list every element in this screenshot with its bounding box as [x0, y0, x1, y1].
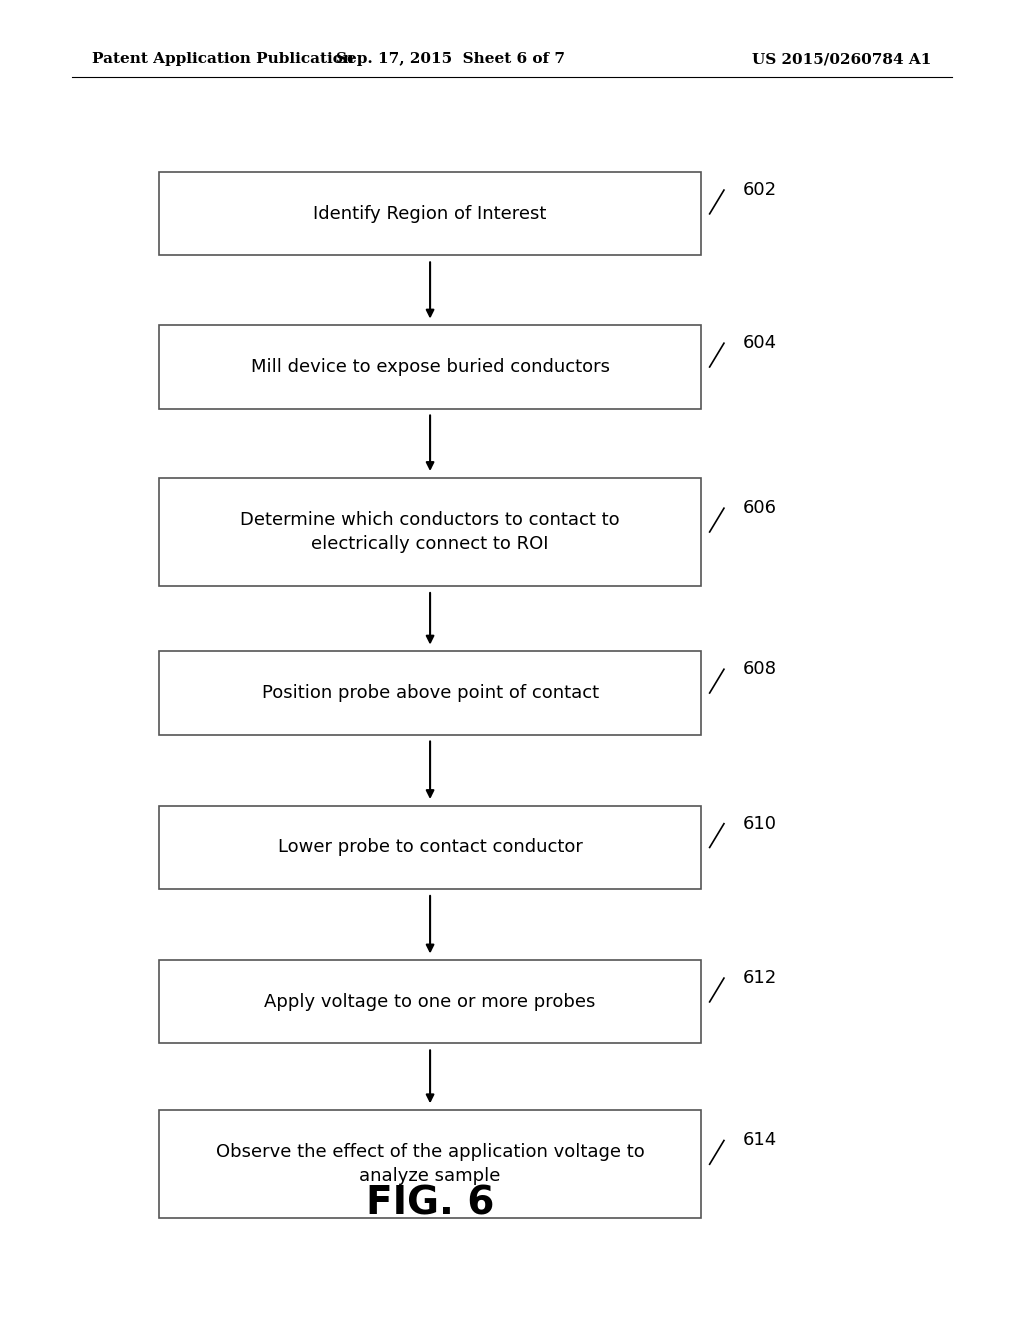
- Text: Mill device to expose buried conductors: Mill device to expose buried conductors: [251, 358, 609, 376]
- Text: 612: 612: [742, 969, 776, 987]
- FancyBboxPatch shape: [159, 172, 701, 256]
- FancyBboxPatch shape: [159, 652, 701, 734]
- Text: Apply voltage to one or more probes: Apply voltage to one or more probes: [264, 993, 596, 1011]
- Text: Identify Region of Interest: Identify Region of Interest: [313, 205, 547, 223]
- FancyBboxPatch shape: [159, 478, 701, 586]
- Text: Determine which conductors to contact to
electrically connect to ROI: Determine which conductors to contact to…: [241, 511, 620, 553]
- Text: 608: 608: [742, 660, 776, 678]
- Text: Observe the effect of the application voltage to
analyze sample: Observe the effect of the application vo…: [216, 1143, 644, 1185]
- Text: 604: 604: [742, 334, 776, 352]
- Text: Patent Application Publication: Patent Application Publication: [92, 53, 354, 66]
- Text: Lower probe to contact conductor: Lower probe to contact conductor: [278, 838, 583, 857]
- Text: 610: 610: [742, 814, 776, 833]
- Text: 614: 614: [742, 1131, 776, 1150]
- Text: FIG. 6: FIG. 6: [366, 1185, 495, 1222]
- FancyBboxPatch shape: [159, 325, 701, 409]
- FancyBboxPatch shape: [159, 961, 701, 1043]
- Text: 602: 602: [742, 181, 776, 199]
- FancyBboxPatch shape: [159, 805, 701, 890]
- Text: Sep. 17, 2015  Sheet 6 of 7: Sep. 17, 2015 Sheet 6 of 7: [336, 53, 565, 66]
- Text: US 2015/0260784 A1: US 2015/0260784 A1: [753, 53, 932, 66]
- FancyBboxPatch shape: [159, 1110, 701, 1218]
- Text: 606: 606: [742, 499, 776, 517]
- Text: Position probe above point of contact: Position probe above point of contact: [261, 684, 599, 702]
